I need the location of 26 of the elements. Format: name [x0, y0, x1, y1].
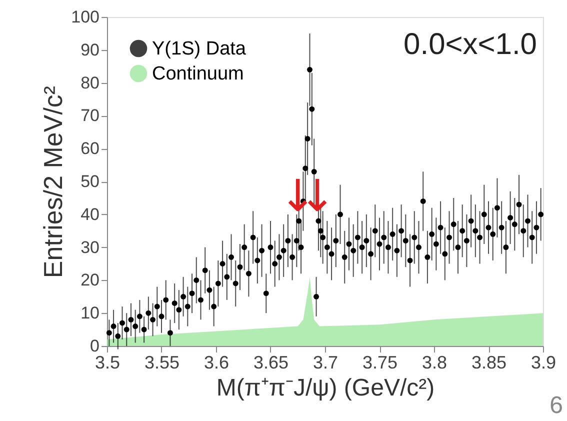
y-tick-label: 90 [80, 40, 100, 60]
x-tick-label: 3.75 [362, 352, 398, 372]
x-tick-label: 3.6 [204, 352, 230, 372]
y-axis-title: Entries/2 MeV/c² [38, 86, 68, 278]
x-tick-label: 3.55 [144, 352, 180, 372]
y-tick-label: 80 [80, 73, 100, 92]
y-tick-label: 0 [90, 336, 100, 356]
y-tick-label: 10 [80, 304, 100, 323]
annotation: 0.0<x<1.0 [404, 28, 537, 61]
x-tick-label: 3.8 [422, 352, 448, 372]
y-tick-label: 30 [80, 238, 100, 257]
x-tick-label: 3.9 [530, 352, 556, 372]
y-tick-label: 60 [80, 139, 100, 158]
legend-label: Υ(1S) Data [152, 38, 246, 60]
x-tick-label: 3.7 [312, 352, 338, 372]
y-tick-label: 100 [71, 8, 100, 26]
x-tick-label: 3.5 [94, 352, 120, 372]
y-tick-label: 50 [80, 172, 100, 191]
x-tick-label: 3.85 [471, 352, 507, 372]
legend-label: Continuum [152, 64, 244, 84]
x-tick-label: 3.65 [253, 352, 289, 372]
text: 6 [550, 392, 563, 419]
x-axis-title: M(π⁺π⁻J/ψ) (GeV/c²) [216, 374, 435, 402]
y-tick-label: 40 [80, 204, 100, 224]
y-tick-label: 20 [80, 270, 100, 290]
y-tick-label: 70 [80, 106, 100, 126]
